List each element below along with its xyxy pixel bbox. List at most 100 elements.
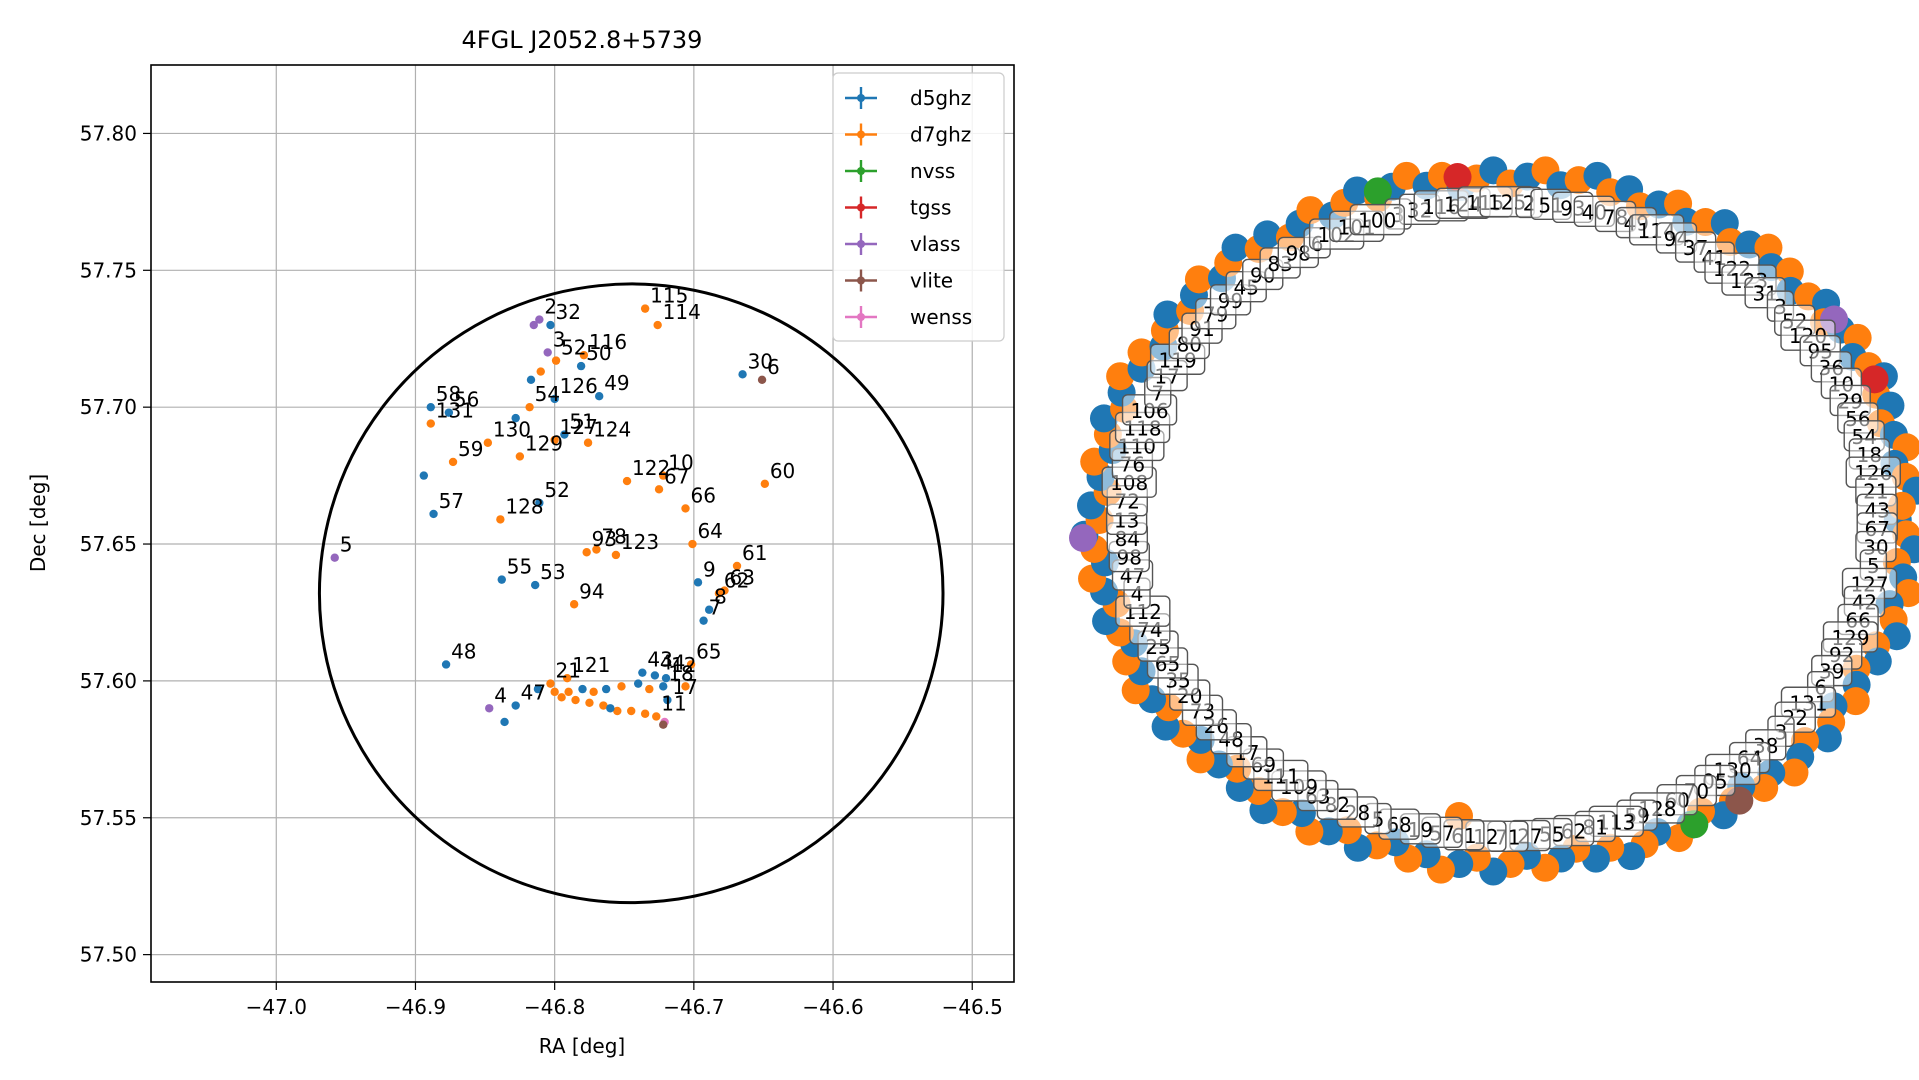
data-point-d5ghz — [535, 498, 544, 508]
data-point-d5ghz — [426, 402, 435, 412]
x-tick-label: −46.6 — [802, 995, 863, 1019]
data-point-d5ghz — [661, 673, 671, 683]
point-label: 4 — [494, 683, 507, 707]
data-point-d7ghz — [589, 687, 598, 697]
point-label: 8 — [714, 585, 727, 609]
data-point-d7ghz — [448, 457, 458, 467]
legend-label: nvss — [910, 159, 955, 183]
ring-dot — [1841, 687, 1870, 716]
point-label: 3 — [553, 327, 566, 351]
point-label: 32 — [555, 300, 580, 324]
data-point-d7ghz — [515, 452, 525, 461]
data-point-d5ghz — [526, 375, 536, 384]
y-axis-ticks: 57.50 57.55 57.60 57.65 57.70 57.75 57.80 — [80, 121, 151, 967]
data-point-d7ghz — [653, 320, 662, 330]
data-point-d7ghz — [557, 693, 566, 702]
data-point-d5ghz — [595, 392, 604, 401]
data-point-d5ghz — [419, 471, 429, 480]
data-point-d7ghz — [688, 539, 697, 549]
data-point-d7ghz — [681, 504, 690, 513]
data-point-d7ghz — [613, 706, 622, 716]
point-label: 94 — [579, 579, 604, 603]
y-axis-label: Dec [deg] — [26, 474, 50, 572]
point-label: 124 — [593, 418, 631, 442]
ring-dot — [1186, 745, 1215, 774]
data-point-d7ghz — [550, 435, 559, 445]
data-point-d7ghz — [617, 682, 626, 691]
ring-dot — [1253, 220, 1282, 249]
data-point-d7ghz — [585, 698, 594, 707]
point-label: 43 — [647, 648, 672, 672]
point-label: 21 — [555, 659, 580, 683]
x-axis-label: RA [deg] — [539, 1034, 625, 1058]
point-label: 17 — [672, 675, 697, 699]
point-label: 49 — [604, 371, 629, 395]
data-point-d7ghz — [550, 687, 559, 697]
data-point-d5ghz — [560, 430, 569, 439]
ring-dot — [1221, 233, 1250, 262]
point-label: 52 — [561, 336, 586, 360]
right-ring-panel: 3321161241151252519340784911494374112212… — [1069, 156, 1919, 886]
point-label: 131 — [436, 399, 474, 423]
data-point-d7ghz — [686, 660, 696, 669]
x-tick-label: −46.8 — [524, 995, 585, 1019]
point-label: 130 — [493, 418, 531, 442]
point-label: 64 — [697, 519, 722, 543]
point-label: 52 — [544, 478, 569, 502]
data-point-d7ghz — [569, 600, 579, 609]
ring-dot — [1680, 810, 1709, 839]
legend-dot — [857, 203, 865, 212]
legend-dot — [857, 94, 865, 102]
point-label: 56 — [454, 388, 479, 412]
data-point-d5ghz — [441, 660, 451, 669]
ring-label-text: 100 — [1358, 209, 1396, 233]
point-label: 115 — [650, 284, 688, 308]
point-label: 51 — [569, 410, 594, 434]
point-label: 121 — [572, 653, 610, 677]
data-point-d7ghz — [551, 356, 561, 365]
point-label: 114 — [663, 300, 701, 324]
x-tick-label: −46.5 — [942, 995, 1003, 1019]
point-label: 47 — [521, 681, 546, 705]
data-point-d5ghz — [699, 616, 708, 625]
legend-label: vlass — [910, 232, 961, 256]
point-label: 55 — [507, 555, 532, 579]
y-tick-label: 57.75 — [80, 258, 137, 282]
data-point-d5ghz — [500, 717, 509, 727]
data-point-d7ghz — [652, 712, 661, 721]
ring-dot — [1153, 300, 1182, 329]
x-axis-ticks: −47.0 −46.9 −46.8 −46.7 −46.6 −46.5 — [246, 982, 1003, 1019]
data-point-vlass — [543, 348, 552, 357]
point-label: 62 — [724, 568, 749, 592]
legend-label: d7ghz — [910, 123, 971, 147]
data-point-d7ghz — [536, 367, 545, 376]
data-point-d5ghz — [638, 668, 647, 677]
data-point-d7ghz — [732, 561, 742, 571]
uncertainty-ellipse — [317, 282, 945, 905]
data-point-d7ghz — [645, 684, 654, 694]
point-label: 48 — [451, 639, 476, 663]
legend-dot — [857, 240, 865, 248]
data-point-d7ghz — [564, 687, 573, 697]
x-tick-label: −46.9 — [385, 995, 446, 1019]
legend: d5ghz d7ghz nvss tgss vlass vlite wenss — [832, 72, 1005, 342]
y-tick-label: 57.70 — [80, 395, 137, 419]
data-point-d5ghz — [606, 704, 615, 713]
ring-dot — [1363, 177, 1392, 206]
ring-dot — [1106, 362, 1135, 391]
data-point-d7ghz — [546, 679, 555, 688]
data-point-d7ghz — [562, 673, 572, 683]
point-label: 9 — [703, 557, 716, 581]
point-label: 5 — [340, 533, 353, 557]
chart-title: 4FGL J2052.8+5739 — [462, 26, 703, 54]
data-point-d5ghz — [429, 509, 438, 519]
data-point-d5ghz — [693, 578, 703, 587]
y-tick-label: 57.50 — [80, 943, 137, 967]
point-label: 126 — [560, 374, 598, 398]
data-point-vlass — [529, 320, 538, 330]
data-point-d5ghz — [497, 575, 506, 584]
source-points — [330, 304, 770, 729]
point-label: 53 — [540, 560, 565, 584]
point-label: 6 — [767, 355, 780, 379]
